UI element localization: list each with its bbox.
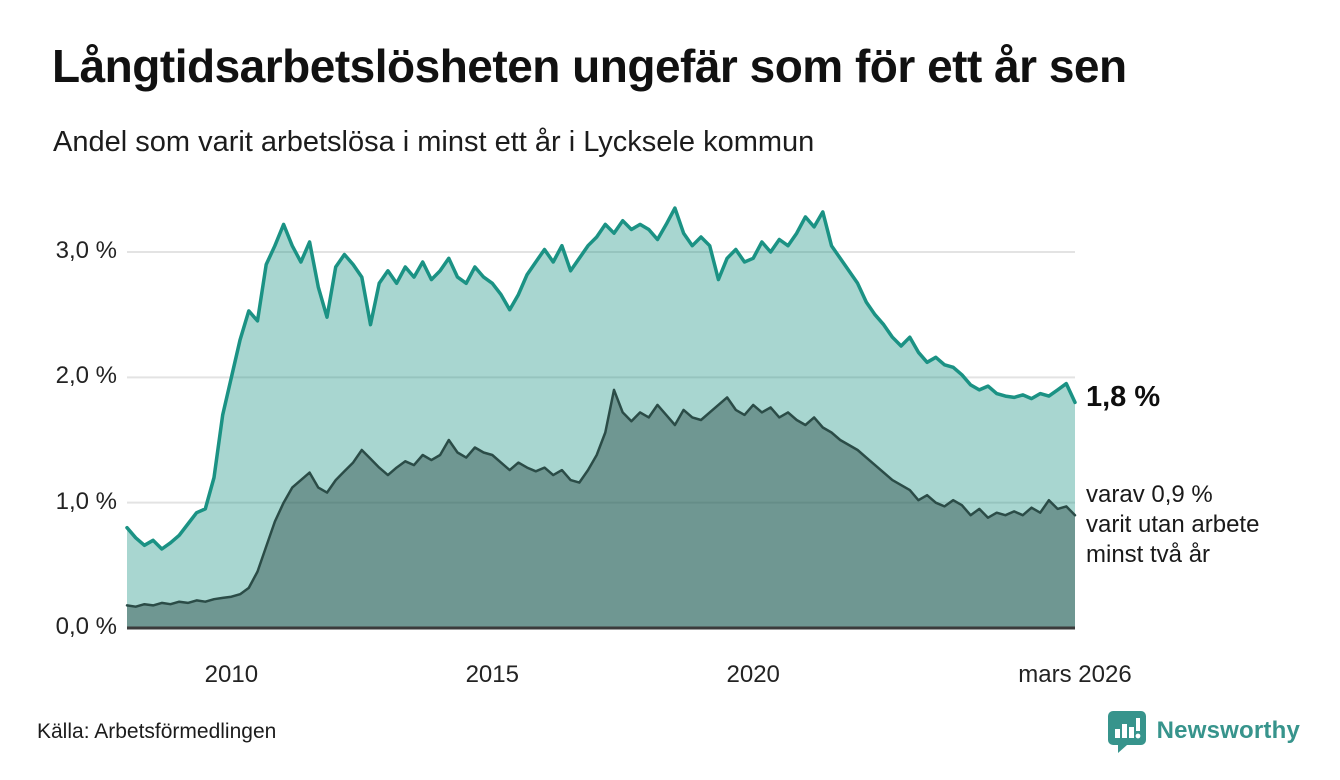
y-tick-label: 1,0 % <box>55 487 117 515</box>
secondary-value-line: varit utan arbete <box>1086 511 1260 538</box>
area-fill-series-0 <box>127 208 1075 628</box>
x-tick-label: mars 2026 <box>1018 661 1132 688</box>
brand-logo: Newsworthy <box>1106 708 1300 754</box>
y-tick-label: 3,0 % <box>55 237 117 264</box>
line-series-1 <box>125 388 1077 608</box>
secondary-value-line: varav 0,9 % <box>1086 481 1213 508</box>
area-fill-series-1 <box>127 389 1075 628</box>
page-subtitle: Andel som varit arbetslösa i minst ett å… <box>53 126 815 158</box>
y-tick-label: 0,0 % <box>55 613 117 640</box>
x-tick-label: 2010 <box>204 661 259 688</box>
page-title: Långtidsarbetslösheten ungefär som för e… <box>52 40 1127 92</box>
brand-name: Newsworthy <box>1156 717 1300 744</box>
line-series-0 <box>125 206 1077 551</box>
source-note: Källa: Arbetsförmedlingen <box>37 720 277 743</box>
secondary-value-label: varav 0,9 % varit utan arbete minst två … <box>1086 480 1259 570</box>
secondary-value-line: minst två år <box>1086 541 1211 568</box>
x-tick-label: 2020 <box>726 661 780 688</box>
y-tick-label: 2,0 % <box>55 362 117 390</box>
x-tick-label: 2015 <box>465 661 519 688</box>
latest-value-label: 1,8 % <box>1086 381 1161 413</box>
newsworthy-icon <box>1107 711 1146 753</box>
